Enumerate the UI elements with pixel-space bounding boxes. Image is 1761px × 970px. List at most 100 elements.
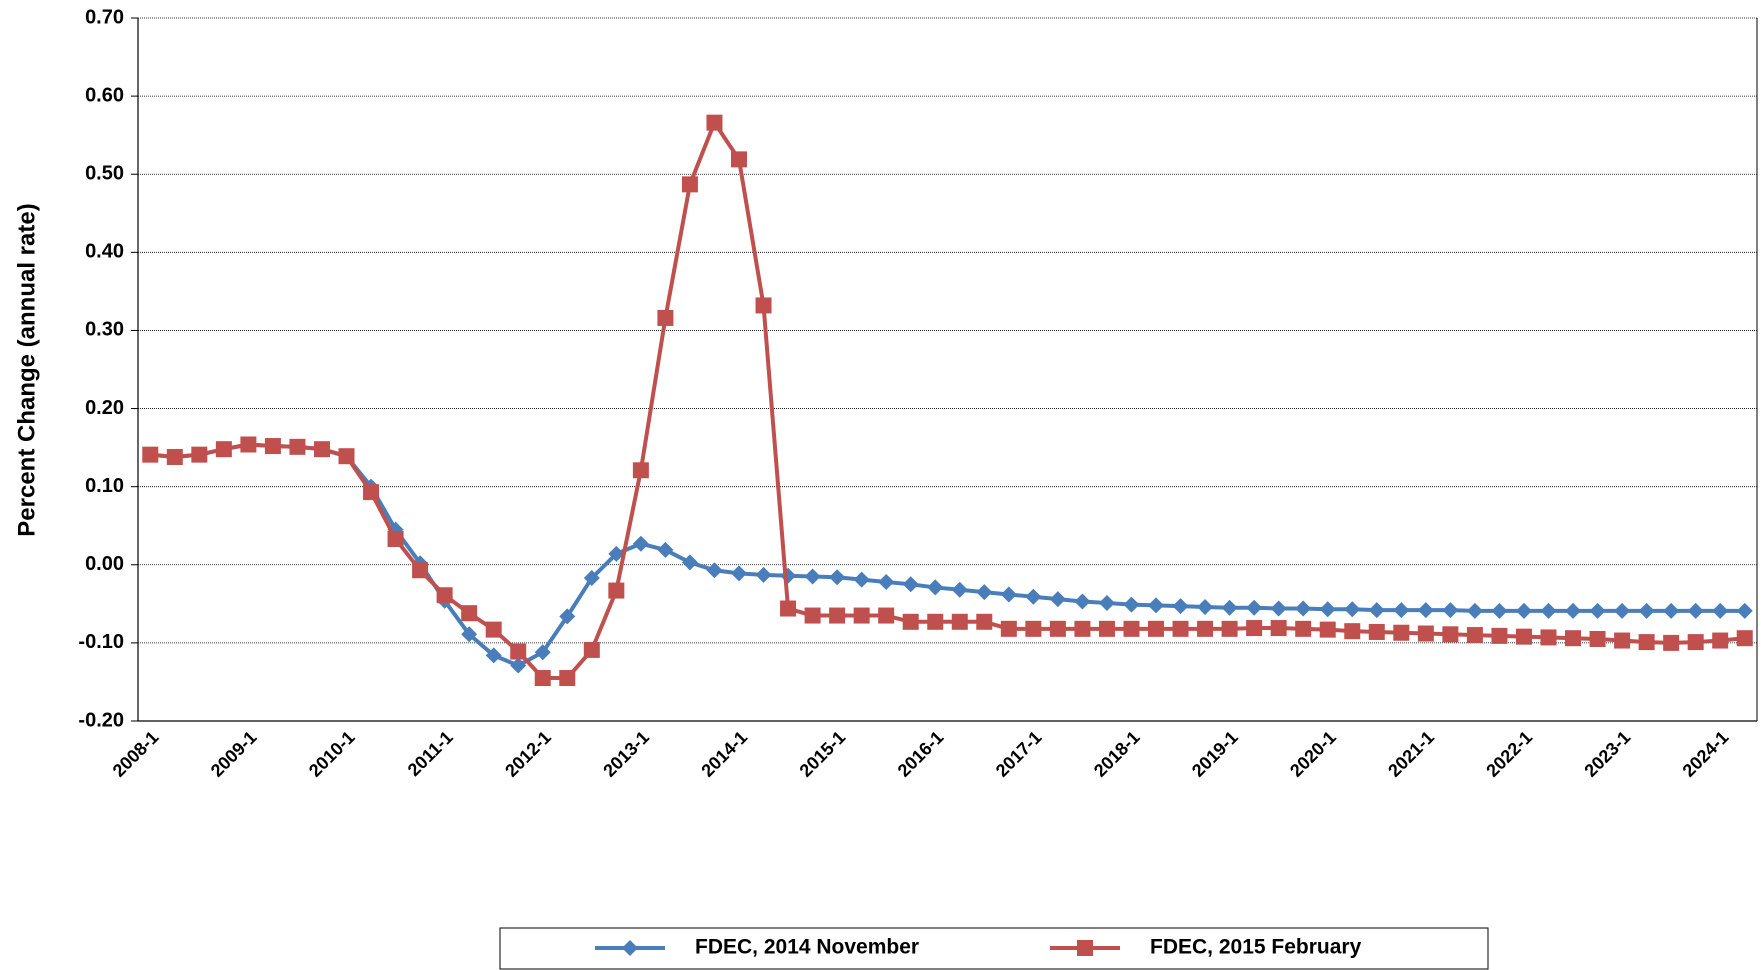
marker [215,441,232,458]
marker [608,545,625,562]
marker [1246,599,1263,616]
marker [264,438,281,455]
marker [780,567,797,584]
legend-label: FDEC, 2015 February [1150,936,1362,959]
marker [1049,620,1066,637]
x-tick-label: 2016-1 [894,727,948,781]
marker [289,438,306,455]
marker [706,114,723,131]
y-tick-label: 0.20 [85,397,124,419]
marker [902,576,919,593]
marker [804,607,821,624]
marker [436,587,453,604]
marker [1589,602,1606,619]
marker [1123,620,1140,637]
marker [461,626,478,643]
marker [1344,601,1361,618]
marker [878,573,895,590]
marker [1565,602,1582,619]
marker [622,940,638,956]
marker [853,607,870,624]
marker [1736,602,1753,619]
y-tick-label: 0.40 [85,241,124,263]
marker [1319,621,1336,638]
marker [1540,629,1557,646]
x-tick-label: 2021-1 [1384,727,1438,781]
marker [1319,601,1336,618]
marker [1049,591,1066,608]
marker [1663,602,1680,619]
marker [1565,630,1582,647]
x-tick-label: 2013-1 [599,727,653,781]
marker [1515,602,1532,619]
marker [1515,628,1532,645]
marker [1368,602,1385,619]
marker [1000,586,1017,603]
marker [1098,620,1115,637]
marker [485,647,502,664]
y-tick-label: 0.60 [85,84,124,106]
x-tick-label: 2011-1 [404,727,457,780]
marker [510,643,527,660]
marker [338,448,355,465]
marker [1393,602,1410,619]
marker [142,446,159,463]
marker [1148,597,1165,614]
marker [1687,634,1704,651]
marker [1589,630,1606,647]
marker [1736,630,1753,647]
marker [1540,602,1557,619]
marker [583,570,600,587]
marker [583,641,600,658]
x-tick-label: 2018-1 [1090,727,1144,781]
marker [1491,627,1508,644]
marker [1197,598,1214,615]
marker [1614,602,1631,619]
marker [1172,598,1189,615]
marker [804,568,821,585]
marker [1491,602,1508,619]
y-tick-label: 0.50 [85,163,124,185]
marker [1295,600,1312,617]
x-tick-label: 2009-1 [207,727,261,781]
marker [313,441,330,458]
marker [1712,632,1729,649]
marker [1221,599,1238,616]
marker [927,613,944,630]
y-tick-label: -0.10 [78,631,124,653]
y-tick-label: 0.00 [85,553,124,575]
marker [1000,620,1017,637]
marker [1442,602,1459,619]
legend-label: FDEC, 2014 November [695,936,919,959]
marker [927,579,944,596]
marker [829,607,846,624]
marker [387,531,404,548]
marker [780,600,797,617]
marker [853,571,870,588]
x-tick-label: 2020-1 [1286,727,1340,781]
marker [559,670,576,687]
marker [976,613,993,630]
marker [755,297,772,314]
marker [1025,588,1042,605]
x-tick-label: 2008-1 [109,727,163,781]
marker [1417,602,1434,619]
marker [1393,624,1410,641]
marker [1270,600,1287,617]
marker [412,562,429,579]
marker [829,569,846,586]
marker [632,535,649,552]
marker [681,554,698,571]
marker [1148,620,1165,637]
marker [681,176,698,193]
marker [191,446,208,463]
y-tick-label: 0.10 [85,475,124,497]
marker [1368,623,1385,640]
y-axis-title: Percent Change (annual rate) [13,203,40,536]
marker [534,670,551,687]
marker [1466,602,1483,619]
marker [363,484,380,501]
x-tick-label: 2024-1 [1679,727,1733,781]
x-tick-label: 2019-1 [1188,727,1242,781]
